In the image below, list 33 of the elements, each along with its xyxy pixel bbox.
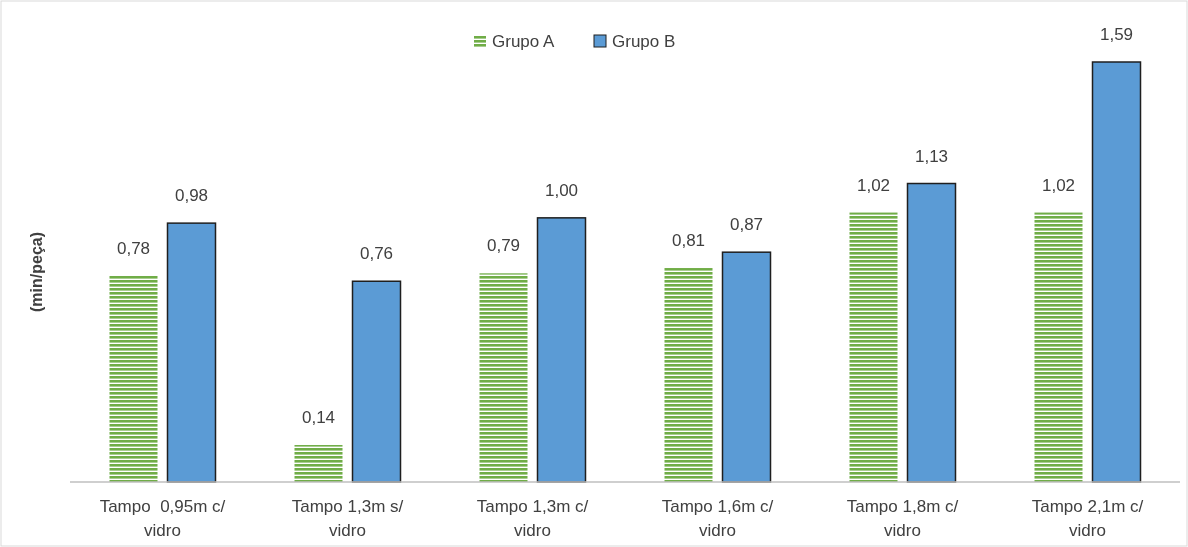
x-tick-label: Tampo 1,3m c/ vidro <box>476 497 589 540</box>
data-label: 0,76 <box>359 244 394 264</box>
bar <box>351 280 402 483</box>
data-label: 0,81 <box>671 231 706 251</box>
bar <box>849 212 898 482</box>
x-tick-label: Tampo 1,3m s/ vidro <box>291 497 404 540</box>
data-label: 0,98 <box>174 186 209 206</box>
data-label: 1,02 <box>856 175 891 195</box>
legend-label: Grupo A <box>492 32 556 51</box>
data-label: 1,00 <box>544 180 579 200</box>
data-label: 0,87 <box>729 215 764 235</box>
x-tick-label: Tampo 1,8m c/ vidro <box>846 497 959 540</box>
x-tick-label: Tampo 0,95m c/ vidro <box>99 497 226 540</box>
data-label: 1,59 <box>1099 25 1134 44</box>
bar <box>294 445 343 482</box>
data-label: 1,02 <box>1041 175 1076 195</box>
x-tick-label: Tampo 2,1m c/ vidro <box>1031 497 1144 540</box>
data-label: 0,14 <box>301 408 336 428</box>
bar <box>1091 61 1142 483</box>
x-tick-label: Tampo 1,6m c/ vidro <box>661 497 774 540</box>
data-label: 1,13 <box>914 146 949 166</box>
bar <box>536 217 587 483</box>
bar <box>721 251 772 483</box>
bar <box>906 182 957 483</box>
y-axis-title: (min/peça) <box>28 231 45 313</box>
data-label: 0,78 <box>116 238 151 258</box>
bar <box>479 273 528 482</box>
bar <box>109 275 158 482</box>
data-label: 0,79 <box>486 236 521 256</box>
bar <box>166 222 217 483</box>
legend-label: Grupo B <box>612 32 676 51</box>
bar <box>664 268 713 482</box>
bar <box>1034 212 1083 482</box>
